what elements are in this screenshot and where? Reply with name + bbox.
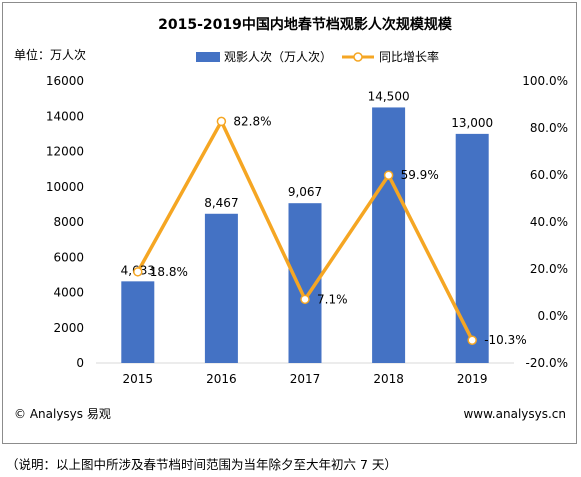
y-right-tick-label: 60.0%	[530, 168, 568, 182]
y-right-tick-label: 20.0%	[530, 262, 568, 276]
plot-area: 0 2000 4000 6000 8000 10000 12000 14000 16000 -20…	[46, 74, 568, 386]
source-url: www.analysys.cn	[463, 407, 566, 421]
y-right-tick-label: 40.0%	[530, 215, 568, 229]
y-left-tick-label: 4000	[53, 286, 84, 300]
bar-value-label: 14,500	[368, 89, 410, 103]
legend-bar-label: 观影人次（万人次）	[224, 50, 332, 64]
legend-bar-swatch	[196, 52, 220, 62]
growth-point	[467, 335, 477, 345]
y-right-tick-label: 80.0%	[530, 121, 568, 135]
growth-value-label: 59.9%	[401, 168, 439, 182]
growth-value-label: -10.3%	[484, 333, 526, 347]
chart-title: 2015-2019中国内地春节档观影人次规模规模	[158, 16, 453, 33]
y-left-tick-label: 14000	[46, 109, 84, 123]
bar-value-label: 8,467	[204, 196, 238, 210]
y-left-tick-label: 16000	[46, 74, 84, 88]
bar	[455, 133, 489, 363]
x-tick-label: 2016	[206, 372, 237, 386]
legend-line-label: 同比增长率	[379, 49, 439, 64]
x-tick-label: 2019	[457, 372, 488, 386]
bar	[121, 281, 155, 363]
y-right-tick-label: -20.0%	[526, 356, 568, 370]
y-left-tick-label: 10000	[46, 180, 84, 194]
legend-line-marker	[353, 52, 363, 62]
bar-value-label: 13,000	[451, 116, 493, 130]
y-right-tick-label: 100.0%	[522, 74, 568, 88]
bar	[204, 213, 238, 363]
y-left-tick-label: 12000	[46, 145, 84, 159]
growth-value-label: 18.8%	[150, 265, 188, 279]
bar-value-label: 9,067	[288, 185, 322, 199]
legend: 观影人次（万人次） 同比增长率	[196, 49, 439, 64]
chart: 2015-2019中国内地春节档观影人次规模规模 单位：万人次 观影人次（万人次…	[14, 16, 568, 421]
growth-value-label: 7.1%	[317, 292, 348, 306]
caption-note: （说明：以上图中所涉及春节档时间范围为当年除夕至大年初六 7 天）	[6, 457, 397, 472]
x-tick-label: 2017	[290, 372, 321, 386]
y-left-tick-label: 0	[76, 356, 84, 370]
y-left-tick-label: 2000	[53, 321, 84, 335]
unit-label: 单位：万人次	[14, 47, 86, 62]
y-left-tick-label: 8000	[53, 215, 84, 229]
y-right-tick-label: 0.0%	[538, 309, 569, 323]
growth-point	[216, 116, 227, 127]
x-tick-label: 2015	[123, 372, 154, 386]
bar	[372, 107, 406, 363]
growth-point	[133, 267, 143, 277]
growth-point	[300, 294, 310, 305]
source-label: © Analysys 易观	[14, 407, 111, 421]
y-left-tick-label: 6000	[53, 250, 84, 264]
chart-frame	[2, 2, 577, 444]
growth-value-label: 82.8%	[233, 114, 271, 128]
growth-point	[383, 170, 394, 180]
x-tick-label: 2018	[373, 372, 404, 386]
